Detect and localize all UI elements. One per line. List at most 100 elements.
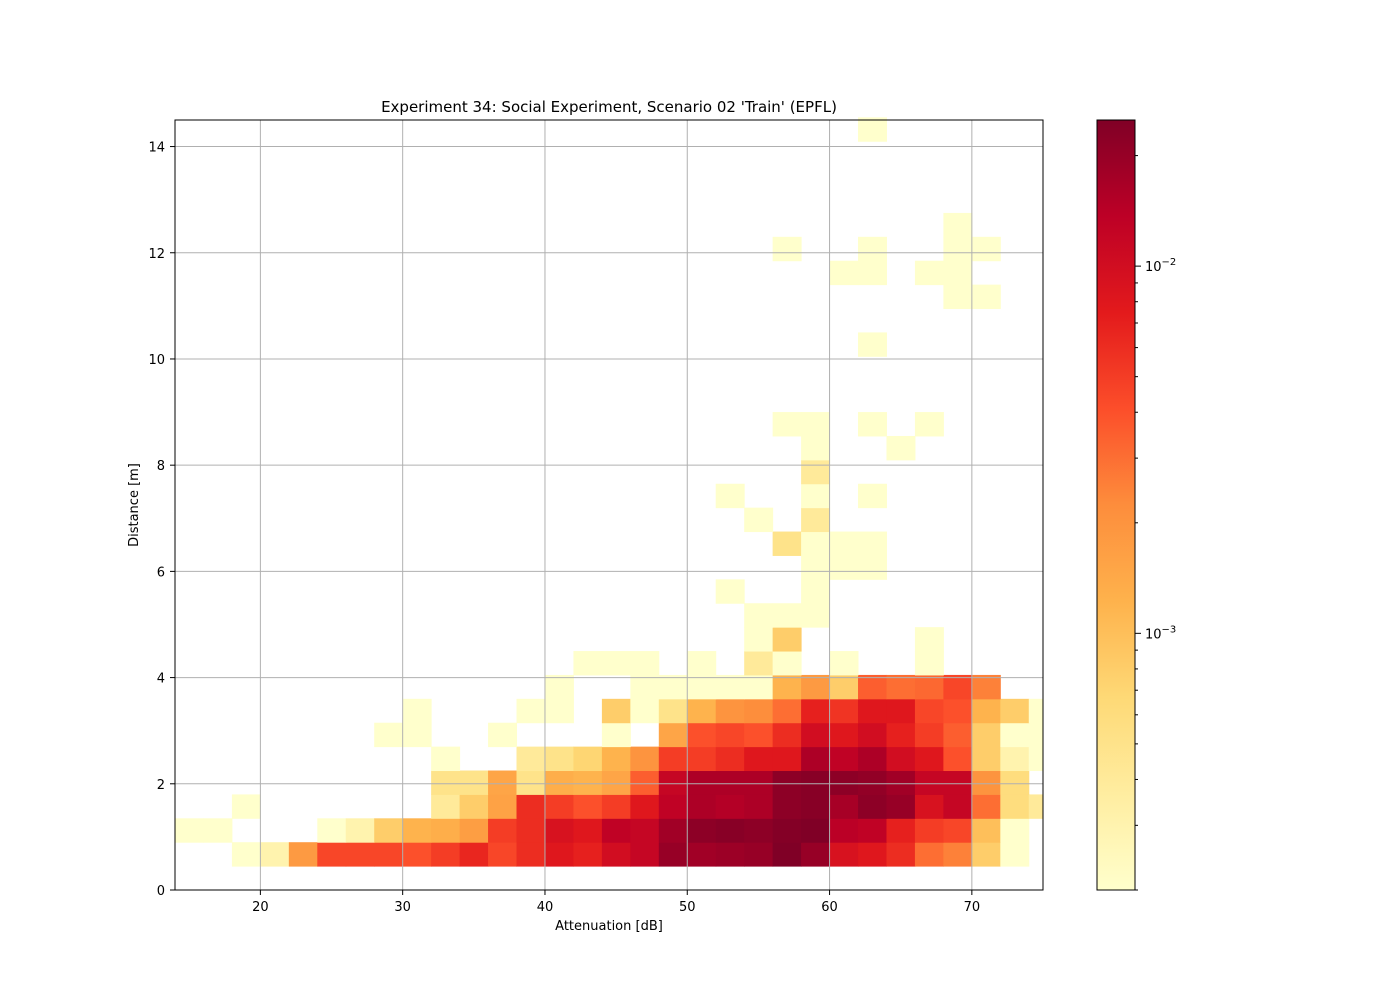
heatmap-cell bbox=[886, 698, 916, 724]
heatmap-cell bbox=[829, 698, 859, 724]
chart-title: Experiment 34: Social Experiment, Scenar… bbox=[381, 98, 837, 116]
colorbar bbox=[1096, 119, 1136, 891]
heatmap-cell bbox=[801, 555, 831, 580]
heatmap-cell bbox=[744, 842, 774, 867]
heatmap-cell bbox=[402, 842, 432, 867]
heatmap-cell bbox=[601, 722, 631, 748]
heatmap-cell bbox=[971, 236, 1001, 262]
heatmap-cell bbox=[573, 770, 603, 795]
heatmap-cell bbox=[374, 818, 404, 843]
heatmap-cell bbox=[544, 674, 574, 700]
heatmap-cell bbox=[943, 260, 973, 286]
heatmap-cell bbox=[801, 507, 831, 533]
heatmap-cell bbox=[971, 698, 1001, 724]
heatmap-cell bbox=[829, 531, 859, 556]
heatmap-cell bbox=[858, 794, 887, 819]
heatmap-cell bbox=[601, 746, 631, 772]
heatmap-cell bbox=[943, 818, 973, 843]
heatmap-cell bbox=[431, 818, 461, 843]
heatmap-cell bbox=[658, 722, 688, 748]
heatmap-cell bbox=[715, 842, 745, 867]
heatmap-cell bbox=[971, 818, 1001, 843]
heatmap-cell bbox=[630, 770, 660, 795]
heatmap-cell bbox=[260, 842, 290, 867]
y-tick-label: 8 bbox=[157, 459, 165, 474]
heatmap-cell bbox=[801, 531, 831, 556]
heatmap-cell bbox=[801, 746, 831, 772]
heatmap-cell bbox=[488, 818, 518, 843]
heatmap-cell bbox=[658, 674, 688, 700]
y-tick-label: 10 bbox=[148, 353, 165, 368]
heatmap-cell bbox=[801, 770, 831, 795]
heatmap-cell bbox=[858, 746, 887, 772]
heatmap-cell bbox=[772, 818, 802, 843]
heatmap-cell bbox=[886, 842, 916, 867]
heatmap-cell bbox=[829, 794, 859, 819]
heatmap-cell bbox=[886, 722, 916, 748]
y-tick-label: 14 bbox=[148, 141, 165, 156]
heatmap-cell bbox=[516, 794, 546, 819]
heatmap-cell bbox=[1028, 698, 1044, 724]
heatmap-cell bbox=[772, 603, 802, 628]
heatmap-cell bbox=[971, 842, 1001, 867]
heatmap-cell bbox=[1000, 842, 1030, 867]
heatmap-cell bbox=[943, 794, 973, 819]
heatmap-cell bbox=[488, 770, 518, 795]
heatmap-cell bbox=[431, 794, 461, 819]
heatmap-cell bbox=[829, 651, 859, 676]
heatmap-cell bbox=[858, 483, 887, 509]
heatmap-cell bbox=[630, 698, 660, 724]
heatmap-cell bbox=[914, 722, 944, 748]
heatmap-cell bbox=[459, 818, 489, 843]
heatmap-cell bbox=[231, 842, 261, 867]
heatmap-cell bbox=[715, 483, 745, 509]
heatmap-cell bbox=[801, 794, 831, 819]
y-tick-label: 0 bbox=[157, 884, 165, 899]
heatmap-cell bbox=[374, 842, 404, 867]
x-axis-label: Attenuation [dB] bbox=[555, 919, 663, 934]
heatmap-cell bbox=[488, 722, 518, 748]
heatmap-cell bbox=[402, 698, 432, 724]
heatmap-cell bbox=[943, 674, 973, 700]
heatmap-cell bbox=[687, 818, 717, 843]
heatmap-cell bbox=[772, 698, 802, 724]
heatmap-cell bbox=[231, 794, 261, 819]
heatmap-cell bbox=[858, 770, 887, 795]
heatmap-cell bbox=[801, 435, 831, 461]
heatmap-cell bbox=[858, 818, 887, 843]
heatmap-cell bbox=[858, 236, 887, 262]
heatmap-cell bbox=[858, 412, 887, 437]
heatmap-cell bbox=[658, 818, 688, 843]
heatmap-cell bbox=[886, 794, 916, 819]
heatmap-cell bbox=[858, 531, 887, 556]
heatmap-cell bbox=[658, 770, 688, 795]
y-tick-label: 4 bbox=[157, 672, 165, 687]
heatmap-cell bbox=[829, 842, 859, 867]
heatmap-cell bbox=[744, 603, 774, 628]
heatmap-cell bbox=[715, 698, 745, 724]
heatmap-cell bbox=[914, 818, 944, 843]
heatmap-cell bbox=[943, 284, 973, 310]
heatmap-cell bbox=[829, 722, 859, 748]
heatmap-cell bbox=[801, 698, 831, 724]
heatmap-cell bbox=[858, 332, 887, 357]
heatmap-cell bbox=[914, 770, 944, 795]
heatmap-cell bbox=[1028, 746, 1044, 772]
heatmap-cell bbox=[1000, 722, 1030, 748]
heatmap-cell bbox=[1028, 794, 1044, 819]
heatmap-cell bbox=[516, 818, 546, 843]
heatmap-cell bbox=[516, 770, 546, 795]
heatmap-cell bbox=[715, 674, 745, 700]
heatmap-cell bbox=[175, 818, 204, 843]
heatmap-cell bbox=[744, 674, 774, 700]
heatmap-cell bbox=[601, 651, 631, 676]
heatmap-cell bbox=[601, 794, 631, 819]
y-tick-label: 2 bbox=[157, 778, 165, 793]
heatmap-cell bbox=[431, 770, 461, 795]
heatmap-cells bbox=[175, 117, 1044, 867]
plot-area-frame bbox=[174, 119, 1044, 891]
heatmap-cell bbox=[829, 260, 859, 286]
heatmap-cell bbox=[744, 770, 774, 795]
y-tick-label: 6 bbox=[157, 565, 165, 580]
